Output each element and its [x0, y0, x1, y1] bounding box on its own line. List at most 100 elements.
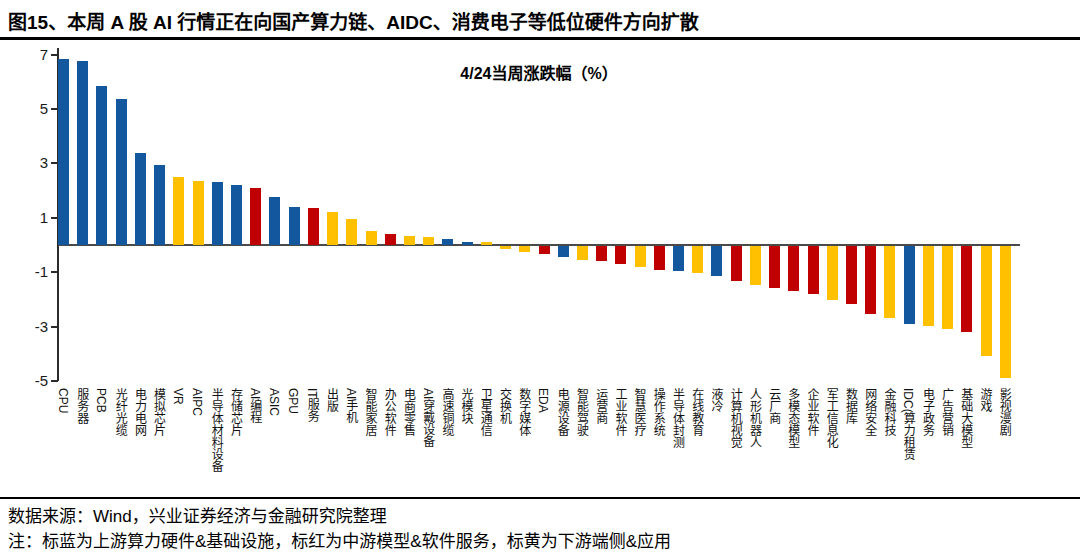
- chart-bar-半导体封测: [673, 246, 684, 271]
- x-axis-label: 影视漫剧: [997, 388, 1010, 436]
- chart-bar-工业软件: [615, 246, 626, 264]
- x-axis-label: 基础大模型: [959, 388, 972, 448]
- x-axis-label: EDA: [536, 388, 549, 413]
- chart-bar-ASIC: [269, 197, 280, 245]
- y-axis-tick: [51, 217, 58, 219]
- x-axis-label: 高速铜缆: [440, 388, 453, 436]
- chart-bar-智能驾驶: [577, 246, 588, 260]
- x-axis-label: 数字媒体: [517, 388, 530, 436]
- chart-bar-金融科技: [884, 246, 895, 318]
- y-axis-tick-label: -5: [14, 372, 48, 390]
- x-axis-label: 游戏: [978, 388, 991, 412]
- y-axis-tick-label: 7: [14, 46, 48, 64]
- x-axis-label: 军工信息化: [824, 388, 837, 448]
- title-divider: [0, 37, 1080, 40]
- chart-bar-出版: [327, 212, 338, 245]
- chart-bar-基础大模型: [961, 246, 972, 332]
- x-axis-label: 电商零售: [401, 388, 414, 436]
- y-axis-tick-label: 5: [14, 100, 48, 118]
- chart-bar-VR: [173, 177, 184, 245]
- x-axis-label: IT服务: [305, 388, 318, 423]
- x-axis-label: 交换机: [498, 388, 511, 424]
- color-note-text: 注：标蓝为上游算力硬件&基础设施，标红为中游模型&软件服务，标黄为下游端侧&应用: [8, 527, 671, 552]
- chart-bar-AIPC: [193, 181, 204, 245]
- x-axis-label: AIPC: [190, 388, 203, 416]
- y-axis-tick: [51, 271, 58, 273]
- x-axis-label: 光纤光缆: [113, 388, 126, 436]
- chart-bar-高速铜缆: [442, 239, 453, 245]
- chart-bar-AI手机: [346, 219, 357, 245]
- x-axis-label: 出版: [325, 388, 338, 412]
- x-axis-label: 卫星通信: [478, 388, 491, 436]
- x-axis-label: PCB: [94, 388, 107, 413]
- x-axis-label: 金融科技: [882, 388, 895, 436]
- chart-bar-光模块: [462, 242, 473, 245]
- chart-bar-存储芯片: [231, 185, 242, 245]
- y-axis-tick-label: -3: [14, 318, 48, 336]
- chart-bar-数据库: [846, 246, 857, 304]
- chart-bar-AI编程: [250, 188, 261, 245]
- chart-bar-AI穿戴设备: [423, 237, 434, 245]
- chart-bar-办公软件: [385, 234, 396, 245]
- x-axis-label: 液冷: [709, 388, 722, 412]
- x-axis-label: 智慧医疗: [632, 388, 645, 436]
- chart-bar-半导体材料设备: [212, 182, 223, 245]
- chart-bar-运营商: [596, 246, 607, 261]
- x-axis-label: 网络安全: [863, 388, 876, 436]
- x-axis-label: 智能驾驶: [574, 388, 587, 436]
- chart-bar-IDC(算力租赁: [904, 246, 915, 324]
- x-axis-label: 智能家居: [363, 388, 376, 436]
- x-axis-label: ASIC: [267, 388, 280, 416]
- x-axis-label: 多模态模型: [786, 388, 799, 448]
- chart-bar-在线教育: [692, 246, 703, 273]
- x-axis-label: 操作系统: [651, 388, 664, 436]
- x-axis-label: AI编程: [248, 388, 261, 423]
- chart-bar-操作系统: [654, 246, 665, 270]
- x-axis-label: 电力电网: [132, 388, 145, 436]
- x-axis-label: AI穿戴设备: [421, 388, 434, 447]
- x-axis-label: 模拟芯片: [152, 388, 165, 436]
- x-axis-label: GPU: [286, 388, 299, 414]
- x-axis-label: AI手机: [344, 388, 357, 423]
- chart-bar-光纤光缆: [116, 99, 127, 245]
- y-axis-tick-label: 3: [14, 154, 48, 172]
- x-axis-label: 电子政务: [920, 388, 933, 436]
- chart-bar-EDA: [539, 246, 550, 254]
- x-axis-label: 办公软件: [382, 388, 395, 436]
- figure-title: 图15、本周 A 股 AI 行情正在向国产算力链、AIDC、消费电子等低位硬件方…: [8, 7, 1072, 34]
- x-axis-label: 工业软件: [613, 388, 626, 436]
- chart-bar-电商零售: [404, 236, 415, 245]
- x-axis-label: 计算机视觉: [728, 388, 741, 448]
- chart-bar-数字媒体: [519, 246, 530, 252]
- x-axis-label: CPU: [56, 388, 69, 413]
- chart-bar-电力电网: [135, 153, 146, 245]
- chart-bar-CPU: [58, 59, 69, 245]
- x-axis-label: VR: [171, 388, 184, 405]
- x-axis-label: 服务器: [75, 388, 88, 424]
- x-axis-label: 在线教育: [690, 388, 703, 436]
- footer-divider: [0, 497, 1080, 499]
- x-axis-label: IDC(算力租赁: [901, 388, 914, 461]
- y-axis-tick: [51, 326, 58, 328]
- x-axis-label: 企业软件: [805, 388, 818, 436]
- y-axis-tick-label: 1: [14, 209, 48, 227]
- chart-bar-交换机: [500, 246, 511, 249]
- x-axis-label: 运营商: [594, 388, 607, 424]
- data-source-text: 数据来源：Wind，兴业证券经济与金融研究院整理: [8, 502, 387, 527]
- chart-bar-广告营销: [942, 246, 953, 329]
- x-axis-label: 人形机器人: [747, 388, 760, 448]
- chart-bar-影视漫剧: [1000, 246, 1011, 378]
- chart-bar-液冷: [711, 246, 722, 276]
- x-axis-label: 数据库: [844, 388, 857, 424]
- chart-bar-企业软件: [808, 246, 819, 294]
- chart-bar-PCB: [96, 86, 107, 245]
- chart-bar-人形机器人: [750, 246, 761, 285]
- chart-subtitle: 4/24当周涨跌幅（%）: [58, 60, 1020, 84]
- x-axis-label: 光模块: [459, 388, 472, 424]
- y-axis-tick: [51, 108, 58, 110]
- chart-bar-服务器: [77, 61, 88, 245]
- chart-bar-模拟芯片: [154, 165, 165, 245]
- chart-bar-电源设备: [558, 246, 569, 257]
- chart-bar-游戏: [981, 246, 992, 356]
- x-axis-label: 半导体封测: [671, 388, 684, 448]
